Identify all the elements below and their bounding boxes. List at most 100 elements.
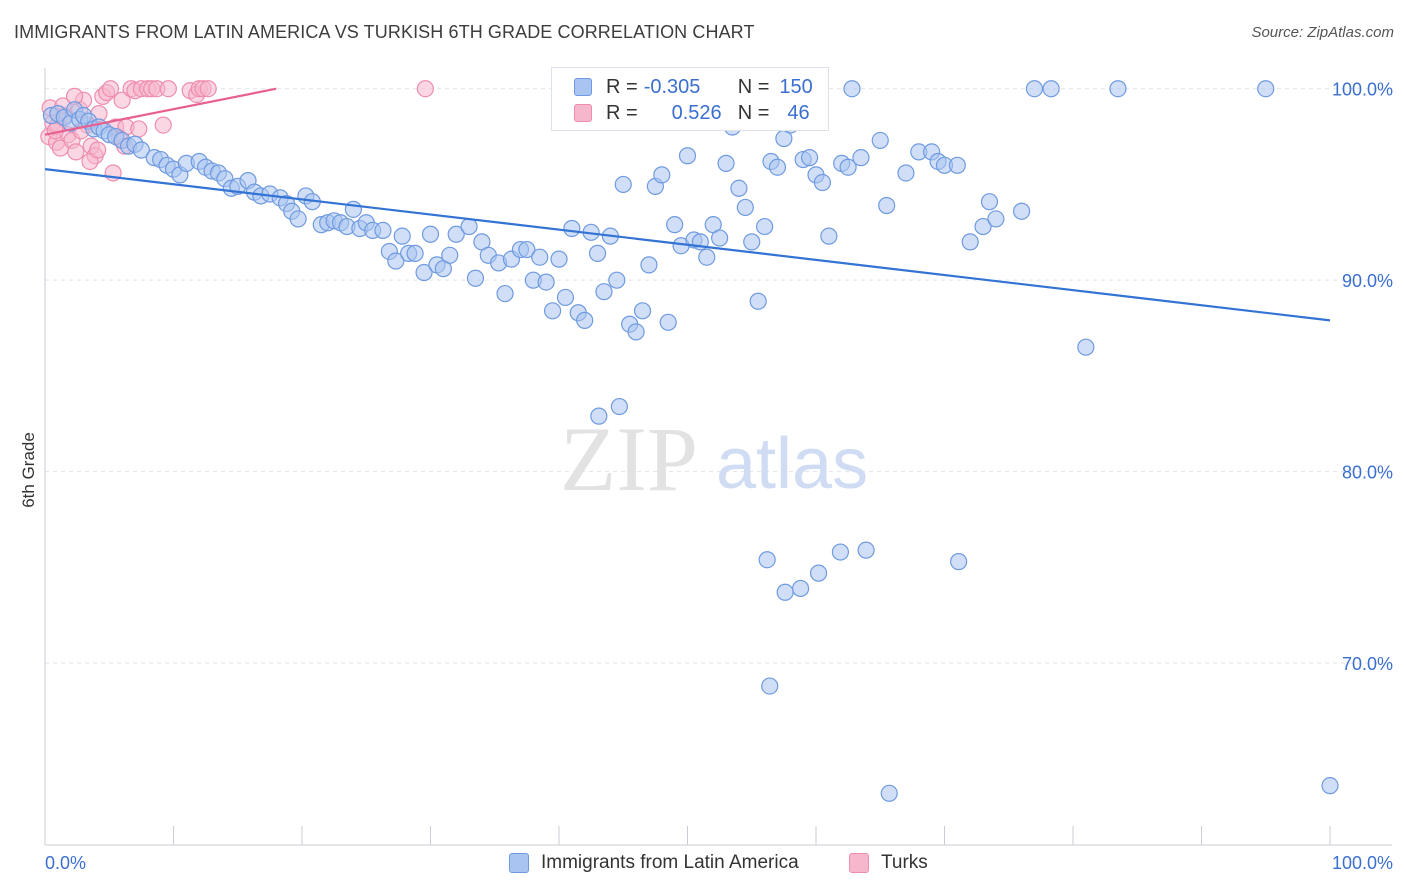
latin-america-point <box>421 225 440 243</box>
legend-n-value: 46 <box>787 101 810 124</box>
bottom-legend-swatch-blue <box>509 853 529 873</box>
x-tick-labels: 0.0% 100.0% <box>45 853 1393 873</box>
legend-r-value: -0.305 <box>643 75 701 98</box>
latin-america-point <box>531 248 549 266</box>
latin-america-point <box>736 198 754 217</box>
grid-lines <box>45 88 1392 664</box>
latin-america-point <box>878 196 896 215</box>
latin-america-point <box>1077 338 1095 356</box>
bottom-legend-label: Immigrants from Latin America <box>541 852 799 873</box>
latin-america-point <box>537 273 555 291</box>
y-tick-label: 70.0% <box>1342 654 1393 674</box>
latin-america-point <box>653 166 671 184</box>
latin-america-point <box>132 141 150 159</box>
latin-america-point <box>1109 80 1127 98</box>
latin-america-point <box>813 173 832 192</box>
latin-america-point <box>406 244 424 262</box>
turks-point <box>154 116 172 134</box>
source-label: Source: ZipAtlas.com <box>1251 24 1394 41</box>
latin-america-point <box>289 210 307 228</box>
latin-america-point <box>717 154 735 172</box>
turks-point <box>89 141 107 159</box>
latin-america-point <box>698 248 716 266</box>
latin-america-point <box>871 131 889 150</box>
latin-america-point <box>730 179 748 197</box>
latin-america-point <box>791 579 810 598</box>
x-tick-label: 0.0% <box>45 853 86 873</box>
turks-point <box>416 80 434 98</box>
latin-america-point <box>761 677 779 695</box>
latin-america-point <box>588 244 607 262</box>
latin-america-point <box>987 210 1005 228</box>
y-tick-label: 100.0% <box>1332 80 1393 100</box>
latin-america-point <box>820 227 838 245</box>
latin-america-point <box>415 263 433 282</box>
turks-point <box>101 80 120 98</box>
legend-row-latin-america: R = -0.305 N = 150 <box>574 75 813 99</box>
latin-america-point <box>948 156 966 174</box>
latin-america-point <box>743 233 761 251</box>
legend-swatch-blue <box>574 78 592 96</box>
latin-america-point <box>543 302 562 320</box>
turks-point <box>113 91 131 109</box>
latin-america-point <box>640 256 658 274</box>
latin-america-point <box>839 158 857 176</box>
latin-america-point <box>466 269 485 287</box>
latin-america-trend-line <box>44 168 1331 322</box>
legend-n-value: 150 <box>779 75 813 98</box>
y-tick-labels: 70.0% 80.0% 90.0% 100.0% <box>1332 80 1393 674</box>
bottom-legend-latin-america: Immigrants from Latin America <box>509 852 799 874</box>
bottom-legend: Immigrants from Latin America Turks <box>0 852 1406 876</box>
latin-america-point <box>843 80 861 98</box>
latin-america-point <box>666 216 684 234</box>
bottom-legend-swatch-pink <box>849 853 869 873</box>
latin-america-point <box>550 250 568 268</box>
watermark-zip: ZIP <box>560 408 698 510</box>
legend-swatch-pink <box>574 104 592 122</box>
legend-row-turks: R = 0.526 N = 46 <box>574 101 810 125</box>
latin-america-point <box>387 252 405 270</box>
latin-america-point <box>518 240 536 259</box>
latin-america-point <box>608 271 626 289</box>
turks-point <box>67 143 85 161</box>
latin-america-point <box>749 292 767 310</box>
y-axis-label: 6th Grade <box>19 432 38 508</box>
latin-america-point <box>950 553 968 571</box>
latin-america-point <box>1321 777 1339 795</box>
latin-america-point <box>678 147 697 165</box>
latin-america-point <box>556 288 575 307</box>
legend-r-label: R = <box>606 75 638 98</box>
legend-n-label: N = <box>737 75 770 98</box>
latin-america-point <box>758 551 776 569</box>
latin-america-point <box>627 323 645 341</box>
latin-america-point <box>852 149 870 167</box>
latin-america-point <box>563 219 581 238</box>
bottom-legend-label: Turks <box>881 852 928 873</box>
turks-point <box>130 120 148 138</box>
latin-america-point <box>614 175 632 194</box>
latin-america-point <box>711 229 729 247</box>
correlation-legend: R = -0.305 N = 150 R = 0.526 N = 46 <box>551 67 829 131</box>
latin-america-point <box>1025 80 1044 98</box>
latin-america-point <box>768 158 787 176</box>
latin-america-point <box>1042 80 1060 98</box>
latin-america-point <box>961 233 979 251</box>
latin-america-point <box>595 283 613 301</box>
latin-america-point <box>441 246 459 264</box>
watermark: ZIP atlas <box>560 408 868 510</box>
turks-point <box>159 80 177 98</box>
latin-america-point <box>880 784 898 802</box>
turks-point <box>199 80 217 98</box>
latin-america-points <box>42 80 1339 802</box>
latin-america-point <box>590 407 608 425</box>
chart-title: IMMIGRANTS FROM LATIN AMERICA VS TURKISH… <box>14 22 755 42</box>
watermark-atlas: atlas <box>716 424 868 504</box>
latin-america-point <box>1257 80 1275 98</box>
latin-america-point <box>809 564 828 582</box>
latin-america-point <box>1012 202 1031 220</box>
latin-america-point <box>393 227 411 245</box>
axes <box>44 68 1392 846</box>
latin-america-point <box>460 217 478 236</box>
latin-america-point <box>576 311 594 329</box>
latin-america-point <box>776 583 794 601</box>
